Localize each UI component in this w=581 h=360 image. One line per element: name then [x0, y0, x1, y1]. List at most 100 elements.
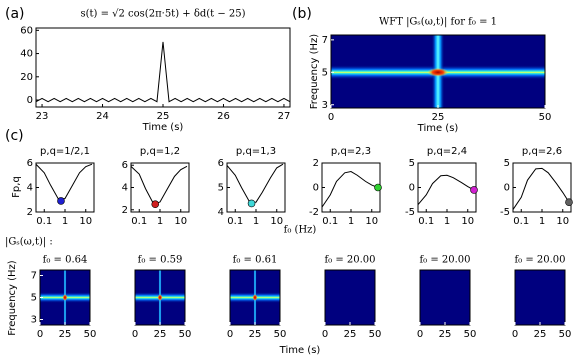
chart-title: p,q=1,2	[140, 146, 180, 157]
y-tick-label: 5	[218, 183, 224, 194]
x-tick-label: 0.1	[36, 216, 52, 227]
chart-title: p,q=2,3	[331, 146, 371, 157]
x-tick-label: 24	[96, 111, 109, 122]
chart-title: f₀ = 0.59	[138, 255, 183, 266]
x-tick-label: 10	[556, 216, 569, 227]
x-tick-label: 0.1	[513, 216, 529, 227]
y-tick-label: 3	[322, 100, 328, 111]
y-tick-label: -5	[500, 207, 510, 218]
line	[130, 165, 188, 205]
chart-title: f₀ = 20.00	[324, 255, 375, 266]
y-tick-label: -2	[309, 207, 319, 218]
x-tick-label: 25	[439, 329, 452, 340]
y-tick-label: 0	[409, 183, 415, 194]
peak	[427, 67, 449, 77]
y-tick-label: 0	[504, 183, 510, 194]
y-tick-label: 7	[31, 271, 37, 282]
plot-frame	[35, 162, 95, 213]
x-tick-label: 0	[227, 329, 233, 340]
x-tick-label: 1	[348, 216, 354, 227]
chart-title: f₀ = 20.00	[419, 255, 470, 266]
x-axis-label: f₀ (Hz)	[284, 225, 317, 236]
y-tick-label: 6	[27, 158, 33, 169]
y-axis-label: Fp,q	[11, 176, 22, 198]
plot-frame	[512, 162, 572, 213]
chart-title: p,q=2,6	[522, 146, 562, 157]
x-tick-label: 10	[270, 216, 283, 227]
y-tick-label: 5	[409, 158, 415, 169]
line	[512, 167, 570, 210]
line	[35, 163, 93, 201]
x-tick-label: 0	[328, 112, 334, 123]
x-tick-label: 25	[534, 329, 547, 340]
line	[226, 163, 284, 203]
row-label: |Gₛ(ω,t)| :	[5, 237, 53, 248]
x-axis-label: Time (s)	[142, 122, 184, 133]
heatmap-background	[515, 270, 565, 325]
y-tick-label: -5	[405, 207, 415, 218]
heatmap-background	[420, 270, 470, 325]
chart-title: p,q=1,3	[236, 146, 276, 157]
y-tick-label: 6	[122, 160, 128, 171]
y-tick-label: 5	[31, 293, 37, 304]
chart-title: f₀ = 0.61	[233, 255, 278, 266]
chart-title: p,q=2,4	[427, 146, 467, 157]
x-tick-label: 0.1	[131, 216, 147, 227]
marker	[565, 198, 573, 206]
x-tick-label: 10	[461, 216, 474, 227]
panel-label: (c)	[5, 128, 24, 144]
x-tick-label: 27	[278, 111, 291, 122]
y-tick-label: 7	[322, 35, 328, 46]
y-tick-label: 6	[218, 158, 224, 169]
x-tick-label: 50	[559, 329, 572, 340]
heatmap-background	[325, 270, 375, 325]
peak	[252, 294, 258, 301]
x-tick-label: 25	[344, 329, 357, 340]
x-tick-label: 25	[432, 112, 445, 123]
x-tick-label: 50	[369, 329, 382, 340]
chart-title: f₀ = 0.64	[43, 255, 88, 266]
x-tick-label: 50	[539, 112, 552, 123]
chart-title: WFT |Gₛ(ω,t)| for f₀ = 1	[379, 17, 497, 28]
marker	[57, 197, 65, 205]
x-tick-label: 50	[84, 329, 97, 340]
chart-title: f₀ = 20.00	[514, 255, 565, 266]
x-tick-label: 25	[59, 329, 72, 340]
plot-frame	[35, 27, 291, 108]
y-tick-label: 4	[122, 183, 128, 194]
marker	[374, 183, 382, 192]
x-tick-label: 1	[444, 216, 450, 227]
line	[35, 41, 291, 103]
y-tick-label: 0	[313, 183, 319, 194]
plot-frame	[321, 162, 381, 213]
x-tick-label: 1	[253, 216, 259, 227]
panel-label: (a)	[5, 6, 25, 22]
x-tick-label: 10	[79, 216, 92, 227]
y-tick-label: 0	[27, 95, 33, 106]
peak	[157, 294, 163, 301]
x-tick-label: 10	[174, 216, 187, 227]
peak	[62, 294, 68, 301]
y-tick-label: 4	[27, 183, 33, 194]
y-tick-label: 3	[31, 315, 37, 326]
y-tick-label: 20	[20, 72, 33, 83]
plot-frame	[226, 162, 286, 213]
x-tick-label: 0.1	[227, 216, 243, 227]
x-tick-label: 25	[157, 111, 170, 122]
panel-label: (b)	[292, 6, 312, 22]
line	[321, 171, 379, 208]
y-axis-label: Frequency (Hz)	[309, 34, 320, 110]
line	[417, 174, 475, 205]
y-axis-label: Frequency (Hz)	[7, 260, 18, 336]
x-tick-label: 1	[157, 216, 163, 227]
marker	[470, 186, 478, 194]
x-tick-label: 1	[62, 216, 68, 227]
plot-frame	[417, 162, 477, 213]
marker	[247, 199, 256, 208]
y-tick-label: 4	[218, 207, 224, 218]
x-tick-label: 0.1	[418, 216, 434, 227]
y-tick-label: 2	[122, 205, 128, 216]
x-tick-label: 10	[365, 216, 378, 227]
x-tick-label: 50	[464, 329, 477, 340]
